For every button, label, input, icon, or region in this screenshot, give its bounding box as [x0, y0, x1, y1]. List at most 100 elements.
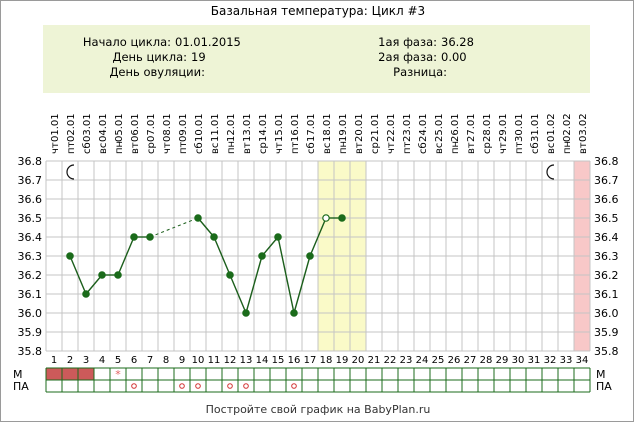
date-label: 23.01: [402, 113, 413, 142]
menstruation-cell-day-3: [78, 368, 94, 380]
series-segment: [69, 255, 87, 295]
row-label-pa-left: ПА: [13, 380, 29, 393]
day-number: 9: [179, 355, 185, 366]
footer-link[interactable]: Постройте свой график на BabyPlan.ru: [206, 403, 431, 416]
y-tick-right: 36.4: [594, 231, 619, 244]
weekday-label: ср: [258, 142, 269, 154]
date-label: 24.01: [418, 113, 429, 142]
day-number: 11: [208, 355, 221, 366]
data-point-day-13: [242, 309, 250, 317]
day-number: 33: [560, 355, 573, 366]
date-label: 09.01: [178, 113, 189, 142]
date-label: 15.01: [274, 113, 285, 142]
date-label: 21.01: [370, 113, 381, 142]
data-point-day-10: [194, 214, 202, 222]
pa-mark-day-16: [291, 383, 297, 389]
day-number: 29: [496, 355, 509, 366]
date-label: 04.01: [98, 113, 109, 142]
y-tick-left: 35.8: [18, 345, 43, 358]
weekday-label: пт: [402, 141, 413, 154]
y-tick-left: 36.0: [18, 307, 43, 320]
weekday-label: пт: [290, 141, 301, 154]
weekday-label: вт: [130, 142, 141, 154]
day-number: 2: [67, 355, 73, 366]
date-label: 28.01: [482, 113, 493, 142]
date-label: 06.01: [130, 113, 141, 142]
phase1-label: 1ая фаза:: [378, 35, 437, 49]
weekday-label: ср: [370, 142, 381, 154]
weekday-label: вт: [466, 142, 477, 154]
weekday-label: пн: [450, 141, 461, 154]
data-point-day-7: [146, 233, 154, 241]
weekday-label: сб: [194, 142, 205, 154]
weekday-label: вс: [434, 143, 445, 154]
y-tick-right: 36.7: [594, 174, 619, 187]
weekday-label: вт: [242, 142, 253, 154]
series-layer: [66, 214, 346, 317]
y-tick-right: 36.0: [594, 307, 619, 320]
series-segment: [309, 217, 327, 257]
date-label: 01.01: [50, 113, 61, 142]
y-tick-left: 36.7: [18, 174, 43, 187]
day-number: 26: [448, 355, 461, 366]
y-tick-left: 36.8: [18, 155, 43, 168]
day-number: 10: [192, 355, 205, 366]
info-panel: [43, 25, 590, 93]
day-number: 18: [320, 355, 333, 366]
series-segment: [293, 255, 311, 314]
data-point-day-15: [274, 233, 282, 241]
row-label-pa-right: ПА: [596, 380, 612, 393]
row-label-m-left: М: [13, 368, 23, 381]
day-number: 7: [147, 355, 153, 366]
date-label: 29.01: [498, 113, 509, 142]
date-label: 14.01: [258, 113, 269, 142]
menstruation-cell-day-2: [62, 368, 78, 380]
y-tick-right: 36.2: [594, 269, 619, 282]
y-tick-right: 35.8: [594, 345, 619, 358]
cycle-day-label: День цикла:: [112, 50, 187, 64]
day-number: 31: [528, 355, 541, 366]
date-label: 16.01: [290, 113, 301, 142]
series-segment: [229, 274, 247, 314]
date-label: 10.01: [194, 113, 205, 142]
data-point-day-11: [210, 233, 218, 241]
weekday-label: чт: [162, 142, 173, 154]
day-number: 21: [368, 355, 381, 366]
series-segment: [277, 236, 295, 314]
moon-icon: [546, 164, 555, 180]
day-number: 12: [224, 355, 237, 366]
date-label: 03.02: [578, 113, 589, 142]
weekday-label: пн: [226, 141, 237, 154]
pa-mark-day-13: [243, 383, 249, 389]
day-number: 5: [115, 355, 121, 366]
weekday-label: пн: [114, 141, 125, 154]
data-point-day-14: [258, 252, 266, 260]
phase2-value: 0.00: [441, 50, 467, 64]
data-point-day-17: [306, 252, 314, 260]
day-number: 13: [240, 355, 253, 366]
day-number: 28: [480, 355, 493, 366]
star-mark-day-5: *: [115, 368, 121, 381]
y-tick-left: 36.2: [18, 269, 43, 282]
icons-layer: [66, 164, 555, 180]
date-label: 08.01: [162, 113, 173, 142]
cycle-start-value: 01.01.2015: [175, 35, 241, 49]
date-label: 18.01: [322, 113, 333, 142]
series-segment: [261, 236, 279, 257]
date-label: 13.01: [242, 113, 253, 142]
y-tick-left: 36.6: [18, 193, 43, 206]
day-number: 20: [352, 355, 365, 366]
axis-labels-layer: 35.8 35.8 35.9 35.9 36.0 36.0 36.1 36.1 36.2 36.2…: [18, 113, 619, 366]
date-label: 27.01: [466, 113, 477, 142]
day-number: 27: [464, 355, 477, 366]
grid-layer: [45, 160, 591, 352]
y-tick-left: 35.9: [18, 326, 43, 339]
weekday-label: чт: [50, 142, 61, 154]
y-tick-right: 36.1: [594, 288, 619, 301]
y-tick-right: 36.3: [594, 250, 619, 263]
y-tick-left: 36.1: [18, 288, 43, 301]
series-segment: [85, 274, 103, 295]
